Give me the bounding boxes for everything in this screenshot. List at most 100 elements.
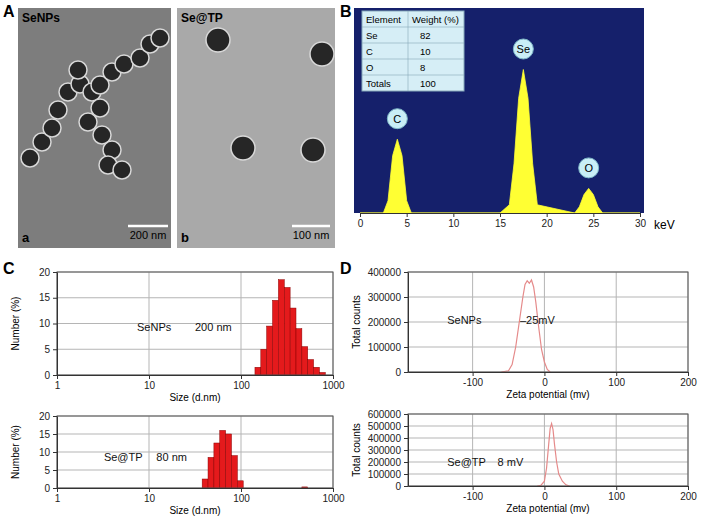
tick-mark	[53, 272, 57, 273]
image-title: SeNPs	[22, 11, 60, 25]
bar	[214, 443, 220, 488]
tick-label: 20	[39, 411, 51, 422]
tick-mark	[53, 324, 57, 325]
bar	[290, 308, 296, 375]
particle	[231, 136, 255, 160]
plot-background	[354, 8, 644, 213]
tick-mark	[407, 213, 408, 217]
annotation: SeNPs	[447, 314, 482, 326]
grid-line	[57, 452, 333, 453]
tick: 100	[233, 488, 250, 504]
tick: 20	[39, 411, 57, 422]
tick-mark	[57, 488, 58, 492]
tick-label: 5	[404, 218, 410, 229]
tick: 15	[39, 429, 57, 440]
tick-mark	[473, 486, 474, 490]
grid-line	[408, 347, 688, 348]
peak-label-marker	[513, 39, 533, 59]
plot-frame	[57, 272, 333, 375]
tick: 200	[680, 372, 697, 388]
image-background	[18, 8, 171, 248]
tick-label: 10	[144, 380, 156, 391]
tick-mark	[404, 474, 408, 475]
tick: 100	[608, 372, 625, 388]
tick: 5	[404, 213, 410, 229]
bar	[261, 349, 267, 375]
peak-label: O	[584, 162, 593, 174]
tick: 0	[44, 483, 57, 494]
grid	[57, 416, 333, 488]
table-header: Element	[366, 14, 401, 25]
tick: 0	[44, 370, 57, 381]
tick-label: 0	[395, 481, 401, 492]
x-axis-title: Zeta potential (mv)	[506, 503, 589, 514]
axis-line	[408, 415, 409, 487]
tick-label: 10	[39, 318, 51, 329]
tick-label: 15	[495, 218, 507, 229]
image-label: a	[22, 230, 30, 245]
table-cell: O	[366, 62, 373, 73]
tick-mark	[593, 213, 594, 217]
tick-mark	[53, 375, 57, 376]
tick-label: 400000	[368, 433, 402, 444]
tick-mark	[53, 349, 57, 350]
chart-line: -100010020001000002000003000004000005000…	[351, 409, 697, 514]
bar	[202, 479, 208, 488]
tick: 1000	[322, 488, 345, 504]
plot-frame	[408, 414, 688, 486]
tick: 100	[233, 375, 250, 391]
x-axis: 1101001000	[55, 375, 345, 391]
tick-label: 600000	[368, 409, 402, 420]
bar	[231, 456, 237, 488]
grid-line	[408, 438, 688, 439]
tick-mark	[544, 372, 545, 376]
table-cell: Totals	[366, 78, 391, 89]
tick: 300000	[368, 292, 408, 303]
particle	[43, 119, 61, 137]
table-rule	[362, 27, 464, 28]
inset-table: ElementWeight (%)Se82C10O8Totals100	[362, 11, 464, 91]
tick-mark	[241, 375, 242, 379]
image-label: b	[181, 230, 189, 245]
tick: 400000	[368, 267, 408, 278]
y-axis: 0100000200000300000400000	[368, 267, 409, 378]
grid-line	[57, 470, 333, 471]
panel-label: B	[340, 3, 352, 20]
table-cell: 100	[420, 78, 436, 89]
tick-label: 100	[608, 491, 625, 502]
bar	[278, 280, 284, 375]
tick: 10	[39, 318, 57, 329]
chart-histogram: 110100100005101520Size (d.nm)Number (%)S…	[10, 411, 345, 516]
tick: 100	[608, 486, 625, 502]
particle	[310, 42, 334, 66]
tick: 5	[44, 344, 57, 355]
particles	[206, 28, 334, 162]
plot-background	[57, 272, 333, 375]
grid-line	[408, 426, 688, 427]
tick-label: 0	[542, 491, 548, 502]
axis-line	[58, 375, 334, 376]
tick: 25	[588, 213, 600, 229]
tick-label: 400000	[368, 267, 402, 278]
tick-label: 0	[44, 370, 50, 381]
tick: 15	[495, 213, 507, 229]
bar	[226, 434, 232, 488]
plot-background	[57, 416, 333, 488]
annotation: 80 nm	[156, 451, 187, 463]
x-axis: -1000100200	[409, 372, 698, 388]
tick-mark	[404, 347, 408, 348]
y-axis-title: Total counts	[351, 295, 362, 348]
tick: 15	[39, 292, 57, 303]
chart-histogram: 110100100005101520Size (d.nm)Number (%)S…	[10, 267, 345, 403]
tick-label: 20	[39, 267, 51, 278]
chart-area: 051015202530keVCSeOElementWeight (%)Se82…	[354, 8, 675, 232]
tick-label: 300000	[368, 445, 402, 456]
peak-label: C	[393, 113, 401, 125]
panel-label: D	[340, 260, 352, 277]
plot-background	[408, 272, 688, 372]
tick-label: 500000	[368, 421, 402, 432]
table-cell: 10	[420, 46, 431, 57]
annotation: –25mV	[520, 314, 556, 326]
table-background	[362, 11, 464, 91]
scale-bar-label: 100 nm	[293, 229, 330, 241]
